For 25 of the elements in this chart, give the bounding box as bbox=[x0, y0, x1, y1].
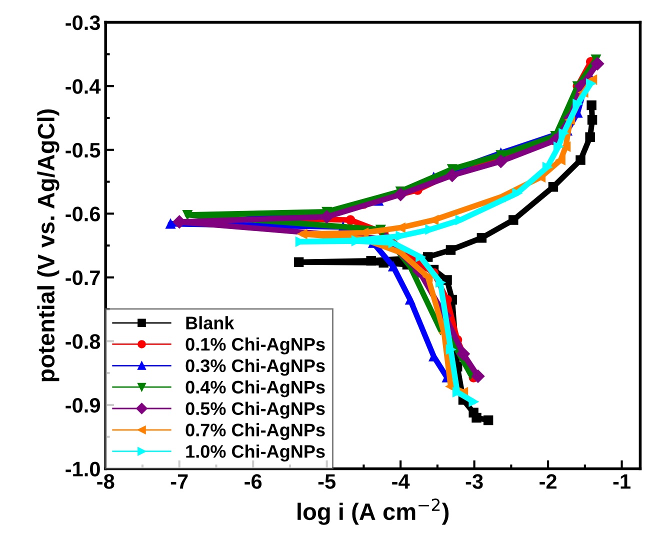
x-tick-label: -1 bbox=[613, 474, 630, 489]
y-tick-label: -0.8 bbox=[66, 334, 100, 349]
x-tick-label: -3 bbox=[466, 474, 483, 489]
x-tick-label: -8 bbox=[97, 474, 114, 489]
y-tick-label: -0.5 bbox=[66, 142, 100, 158]
legend-label: 0.5% Chi-AgNPs bbox=[186, 402, 325, 419]
x-axis-title: log i (A cm$^{−2}$) bbox=[298, 498, 449, 525]
y-tick-label: -0.4 bbox=[66, 79, 101, 94]
x-tick-label: -7 bbox=[170, 474, 188, 489]
y-tick-label: -0.9 bbox=[66, 398, 100, 413]
x-tick-label: -2 bbox=[540, 474, 556, 489]
legend-label: 0.4% Chi-AgNPs bbox=[186, 380, 325, 398]
y-tick-label: -0.7 bbox=[66, 270, 100, 286]
y-tick-label: -0.3 bbox=[66, 15, 100, 30]
y-tick-label: -0.6 bbox=[66, 206, 100, 222]
y-tick-label: -1.0 bbox=[66, 462, 100, 476]
legend-label: 0.7% Chi-AgNPs bbox=[186, 423, 325, 440]
x-tick-label: -4 bbox=[392, 474, 410, 489]
x-tick-label: -5 bbox=[318, 474, 336, 489]
y-axis-title: potential (V vs. Ag/AgCl) bbox=[37, 109, 60, 382]
legend-label: 1.0% Chi-AgNPs bbox=[186, 444, 325, 462]
legend-label: 0.1% Chi-AgNPs bbox=[186, 337, 325, 354]
legend-label: 0.3% Chi-AgNPs bbox=[186, 358, 325, 376]
x-tick-label: -6 bbox=[244, 474, 262, 489]
legend-label: Blank bbox=[186, 316, 234, 330]
